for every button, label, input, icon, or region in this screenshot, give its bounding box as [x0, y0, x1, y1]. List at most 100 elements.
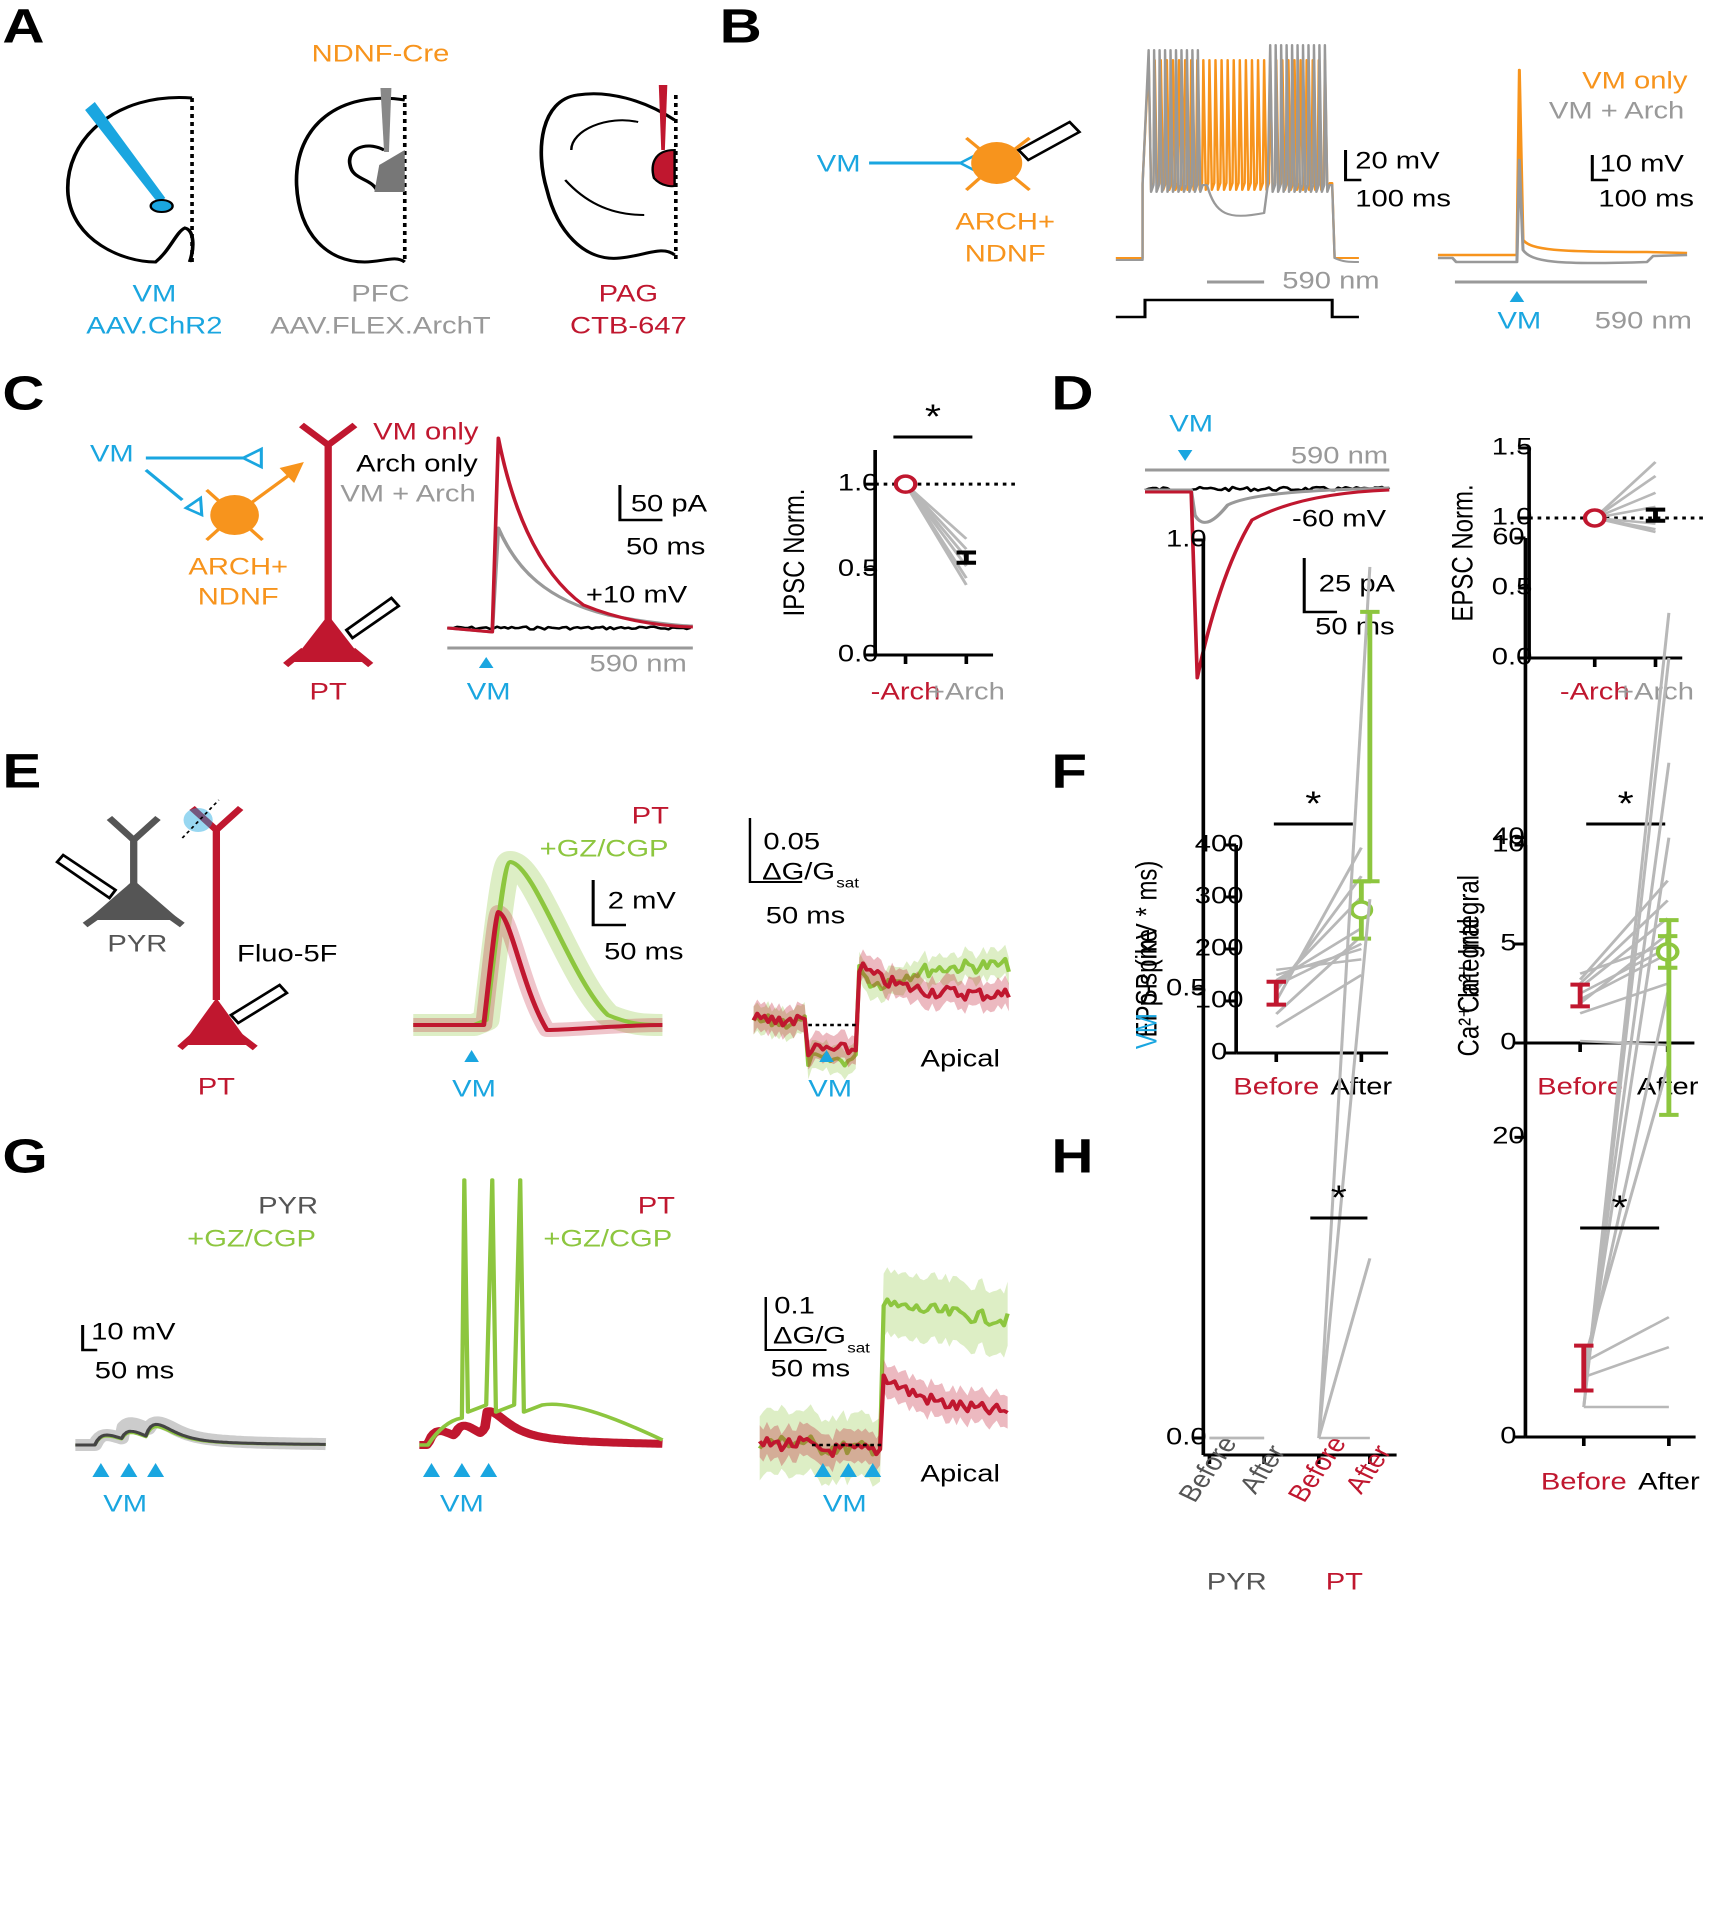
label: NDNF	[198, 583, 279, 610]
y-tick-label: 40	[1492, 822, 1524, 849]
stim-marker	[478, 657, 494, 668]
label: ARCH+	[955, 208, 1055, 235]
label: VM	[90, 440, 134, 467]
label: VM	[1497, 307, 1541, 334]
y-axis-label-part: VM	[1130, 1013, 1163, 1049]
y-tick-label: 1.0	[1492, 503, 1533, 530]
y-axis-label: Ca²⁺ Integral	[1452, 875, 1485, 1013]
significance: *	[925, 398, 941, 436]
scale-bar	[748, 818, 803, 883]
label: VM	[467, 678, 511, 705]
trace	[75, 1422, 326, 1447]
label: -60 mV	[1292, 505, 1386, 532]
label: 100 ms	[1598, 185, 1694, 212]
label: 50 ms	[604, 938, 683, 965]
group-label: PT	[1326, 1568, 1363, 1595]
y-axis-label: IPSC Norm.	[778, 489, 811, 617]
significance: *	[1305, 785, 1321, 823]
label: 590 nm	[1291, 442, 1388, 469]
label: PT	[632, 802, 669, 829]
stim-marker	[814, 1463, 832, 1477]
label: Arch only	[356, 450, 478, 477]
label: VM	[808, 1075, 852, 1102]
label: PT	[638, 1192, 675, 1219]
y-axis-label-part: p-spike	[1130, 929, 1163, 1006]
paired-line	[1582, 762, 1671, 1393]
x-tick-label: -Arch	[1560, 678, 1630, 705]
synapse	[183, 495, 204, 518]
error-bar	[1574, 1343, 1594, 1393]
x-tick-label: Before	[1281, 1432, 1352, 1507]
mean-marker	[893, 474, 918, 494]
trace	[751, 961, 1011, 1058]
label: PT	[198, 1073, 235, 1100]
stim-marker	[1177, 450, 1193, 461]
y-tick-label: 20	[1492, 1122, 1524, 1149]
trace	[447, 625, 691, 631]
synapse	[279, 462, 304, 483]
soma	[87, 880, 180, 920]
stim-marker	[120, 1463, 138, 1477]
stim-marker	[422, 1463, 441, 1477]
shape	[298, 422, 358, 620]
label: sat	[836, 876, 859, 891]
stim-marker	[92, 1463, 110, 1477]
y-tick-label: 0.5	[838, 554, 879, 581]
trace-band	[753, 949, 1009, 1070]
label: VM	[823, 1490, 867, 1517]
paired-line	[1578, 879, 1669, 981]
label: 50 ms	[1315, 613, 1394, 640]
trace	[1144, 486, 1390, 524]
trace	[413, 910, 663, 1032]
label: E	[2, 745, 41, 798]
x-tick-label: After	[1638, 1468, 1700, 1495]
interneuron	[210, 495, 259, 535]
trace	[1437, 158, 1688, 265]
paired-line	[1317, 566, 1372, 1439]
stim-marker	[864, 1463, 882, 1477]
soma	[291, 615, 365, 662]
label: CTB-647	[570, 312, 687, 339]
paired-line	[1583, 1345, 1670, 1379]
label: PT	[310, 678, 347, 705]
shape	[539, 92, 676, 260]
label: NDNF-Cre	[312, 40, 450, 67]
label: 590 nm	[1595, 307, 1692, 334]
label: 50 ms	[626, 533, 705, 560]
label: 0.1	[774, 1292, 815, 1319]
y-tick-label: 0	[1500, 1028, 1516, 1055]
shape	[66, 96, 195, 264]
stim-marker	[453, 1463, 471, 1477]
stim-marker	[147, 1463, 165, 1477]
label: VM only	[1582, 67, 1688, 94]
paired-line	[1593, 475, 1657, 519]
label: C	[2, 367, 44, 420]
pipette	[85, 102, 166, 203]
x-tick-label: +Arch	[928, 678, 1005, 705]
stim-marker	[839, 1463, 857, 1477]
label: 100 ms	[1355, 185, 1451, 212]
paired-line	[1579, 982, 1669, 1015]
y-tick-label: 0	[1500, 1422, 1516, 1449]
label: 10 mV	[91, 1318, 175, 1345]
paired-line	[1579, 917, 1669, 989]
axons	[144, 456, 244, 502]
label: 50 pA	[631, 490, 707, 517]
paired-line	[1317, 899, 1372, 1439]
scale-bar	[591, 880, 626, 927]
pipette	[380, 88, 392, 152]
label: 20 mV	[1355, 147, 1439, 174]
y-axis-label: Ca²⁺ Integral	[1452, 918, 1485, 1056]
error-bar	[956, 550, 977, 565]
y-tick-label: 5	[1500, 929, 1516, 956]
label: PFC	[351, 280, 409, 307]
mean-marker	[1349, 900, 1374, 920]
brain-drawings	[66, 92, 678, 264]
label: A	[2, 0, 44, 53]
label: AAV.FLEX.ArchT	[270, 312, 490, 339]
scale-bar	[618, 485, 663, 522]
paired-line	[1582, 1062, 1671, 1363]
y-tick-label: 0.0	[838, 640, 879, 667]
error-bar	[1645, 507, 1666, 523]
label: NDNF	[965, 240, 1046, 267]
